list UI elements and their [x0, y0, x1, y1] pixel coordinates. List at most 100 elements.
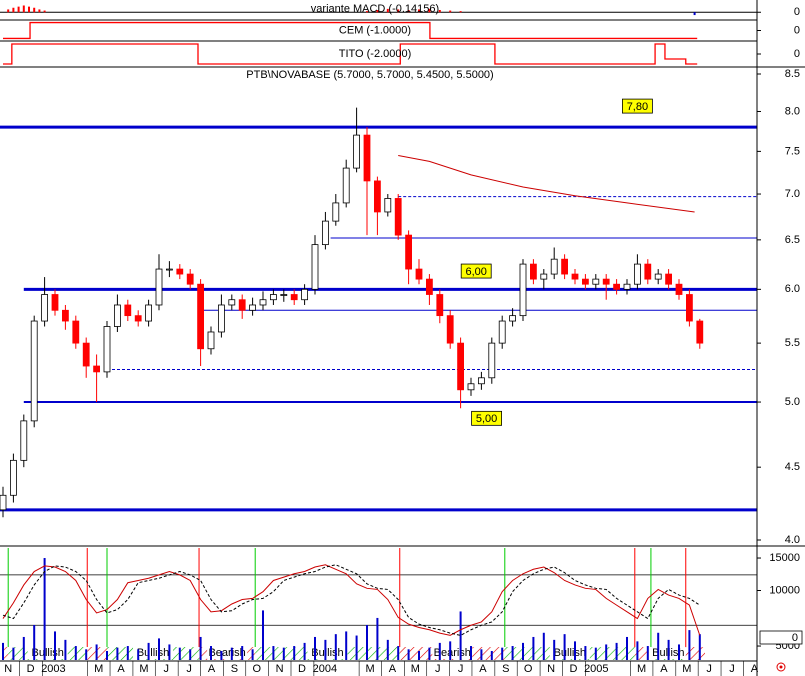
y-tick-label: 6.5 — [785, 234, 800, 246]
volume-bar — [12, 647, 15, 660]
volume-bar — [220, 650, 223, 660]
volume-bar — [449, 641, 452, 660]
candle-body — [186, 273, 194, 285]
volume-bar — [615, 642, 618, 660]
candle-body — [509, 315, 517, 322]
y-tick-label: 8.0 — [785, 105, 800, 117]
candle-body — [467, 383, 475, 391]
y-tick-label: 0 — [794, 24, 800, 36]
volume-bar — [334, 634, 337, 660]
regime-band — [3, 647, 9, 660]
regime-label: Bullish — [32, 647, 64, 659]
oscillator-line — [2, 564, 701, 636]
volume-bar — [605, 644, 608, 660]
candle-body — [269, 294, 277, 301]
candle-body — [425, 278, 433, 295]
volume-bar — [178, 647, 181, 660]
candle-body — [145, 304, 153, 322]
volume-bar — [147, 642, 150, 660]
candle-body — [405, 234, 413, 270]
step-line — [3, 43, 698, 65]
volume-bar — [698, 634, 701, 660]
candle-body — [477, 377, 485, 385]
volume-bar — [64, 639, 67, 660]
panel-title: TITO (-2.0000) — [339, 48, 412, 60]
x-tick-label: M — [94, 663, 103, 675]
candle-body — [20, 420, 28, 461]
x-tick-label: 2003 — [41, 663, 65, 675]
candle-body — [114, 304, 121, 327]
macd-bar — [428, 8, 431, 13]
volume-bar — [397, 646, 400, 660]
volume-bar — [168, 644, 171, 660]
x-tick-label: M — [682, 663, 691, 675]
volume-bar — [293, 646, 296, 660]
candle-body — [373, 180, 381, 213]
candle-body — [321, 220, 329, 246]
candle-body — [561, 258, 568, 275]
volume-bar — [189, 649, 192, 660]
candle-body — [634, 263, 641, 285]
x-tick-label: A — [389, 663, 397, 675]
step-line — [3, 21, 698, 40]
candle-body — [259, 299, 267, 306]
x-tick-label: A — [751, 663, 759, 675]
candle-body — [165, 268, 173, 271]
volume-bar — [678, 644, 680, 660]
macd-bar — [693, 12, 696, 16]
candle-body — [207, 331, 215, 350]
candle-body — [9, 459, 17, 496]
volume-bar — [262, 610, 264, 660]
macd-bar — [376, 10, 379, 13]
chart-title: PTB\NOVABASE (5.7000, 5.7000, 5.4500, 5.… — [246, 69, 493, 81]
macd-bar — [459, 11, 462, 13]
volume-bar — [85, 649, 88, 660]
candle-body — [217, 304, 225, 333]
volume-bar — [386, 639, 389, 660]
candle-body — [62, 309, 69, 322]
annotation-label: 6,00 — [465, 266, 486, 278]
candle-body — [238, 299, 246, 311]
candle-body — [363, 134, 371, 182]
volume-bar — [241, 646, 244, 660]
volume-bar — [324, 639, 327, 660]
candle-body — [332, 202, 340, 222]
volume-bar — [230, 647, 233, 660]
candle-body — [82, 342, 90, 367]
annotation-label: 5,00 — [476, 413, 497, 425]
y-tick-label: 6.0 — [785, 283, 800, 295]
x-tick-label: O — [524, 663, 533, 675]
candle-body — [530, 263, 537, 280]
volume-bar — [522, 642, 524, 660]
scale-box — [759, 630, 803, 645]
macd-bar — [397, 9, 400, 13]
volume-bar — [553, 639, 556, 660]
volume-bar — [594, 647, 597, 660]
x-tick-label: S — [231, 663, 238, 675]
x-tick-label: D — [569, 663, 577, 675]
candle-body — [124, 304, 132, 317]
x-tick-label: M — [139, 663, 148, 675]
volume-bar — [158, 638, 160, 660]
y-tick-label: 7.0 — [785, 188, 800, 200]
macd-bar — [33, 7, 36, 13]
volume-bar — [584, 646, 587, 660]
x-tick-label: 2004 — [313, 663, 337, 675]
volume-bar — [438, 642, 441, 660]
volume-bar — [563, 634, 566, 660]
macd-bar — [12, 7, 15, 13]
macd-bar — [366, 11, 368, 13]
macd-bar — [38, 9, 41, 13]
candle-body — [384, 198, 392, 213]
x-tick-label: 2005 — [584, 663, 608, 675]
regime-label-bg — [432, 647, 473, 659]
candle-body — [665, 273, 672, 285]
macd-bar — [17, 6, 20, 13]
volume-bar — [636, 641, 639, 660]
x-tick-label: D — [298, 663, 306, 675]
x-tick-label: J — [729, 663, 735, 675]
volume-bar — [542, 632, 545, 660]
candle-body — [30, 320, 38, 422]
candle-body — [644, 263, 652, 280]
x-tick-label: N — [547, 663, 555, 675]
